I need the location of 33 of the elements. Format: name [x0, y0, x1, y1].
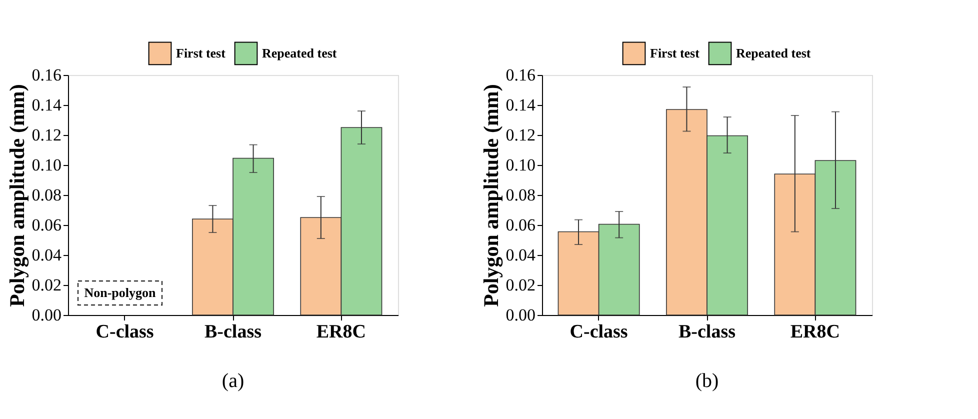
- y-tick-label: 0.14: [506, 96, 536, 114]
- y-tick-label: 0.16: [506, 66, 536, 84]
- x-tick-label: B-class: [204, 322, 262, 342]
- annotation: Non-polygon: [84, 285, 157, 300]
- y-tick-label: 0.10: [32, 156, 62, 174]
- text: (a): [222, 370, 244, 392]
- x-tick-label: ER8C: [316, 322, 366, 342]
- y-tick-label: 0.02: [32, 276, 62, 294]
- legend-label: Repeated test: [262, 45, 338, 60]
- y-tick-label: 0.02: [506, 276, 536, 294]
- y-axis-title: Polygon amplitude (mm): [478, 84, 503, 307]
- y-tick-label: 0.10: [506, 156, 536, 174]
- y-tick-label: 0.00: [32, 306, 62, 324]
- legend-label: First test: [176, 45, 226, 60]
- y-tick-label: 0.04: [506, 246, 536, 264]
- x-tick-label: C-class: [570, 322, 628, 342]
- text: (b): [695, 370, 719, 392]
- y-tick-label: 0.14: [32, 96, 62, 114]
- legend-label: First test: [650, 45, 700, 60]
- x-tick-label: B-class: [678, 322, 736, 342]
- y-tick-label: 0.08: [506, 186, 536, 204]
- y-tick-label: 0.12: [32, 126, 62, 144]
- y-axis-title: Polygon amplitude (mm): [4, 84, 29, 307]
- y-tick-label: 0.00: [506, 306, 536, 324]
- y-tick-label: 0.06: [506, 216, 536, 234]
- x-tick-label: C-class: [96, 322, 154, 342]
- y-tick-label: 0.08: [32, 186, 62, 204]
- x-tick-label: ER8C: [790, 322, 840, 342]
- y-tick-label: 0.04: [32, 246, 62, 264]
- y-tick-label: 0.16: [32, 66, 62, 84]
- y-tick-label: 0.12: [506, 126, 536, 144]
- y-tick-label: 0.06: [32, 216, 62, 234]
- legend-label: Repeated test: [736, 45, 812, 60]
